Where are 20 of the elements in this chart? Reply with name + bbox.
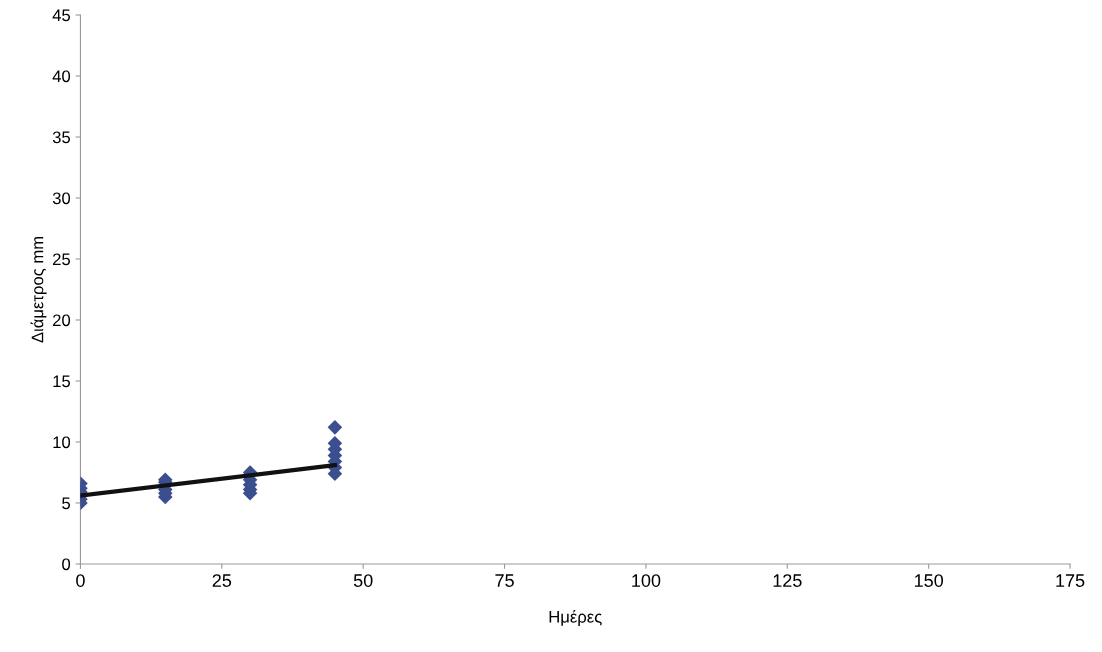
y-tick-label: 25 — [53, 253, 71, 266]
x-tick-label: 0 — [76, 574, 85, 587]
x-tick-label: 150 — [914, 574, 944, 587]
x-axis-title: Ημέρες — [549, 609, 602, 626]
y-tick-label: 5 — [62, 497, 71, 510]
x-tick-label: 100 — [632, 574, 661, 587]
x-tick-label: 50 — [353, 574, 373, 587]
x-tick-label: 75 — [495, 574, 514, 587]
y-tick-label: 15 — [53, 375, 71, 388]
x-tick-label: 175 — [1056, 574, 1085, 587]
y-axis-title: Διάμετρος mm — [30, 236, 47, 343]
y-tick-label: 35 — [52, 131, 71, 144]
y-tick-label: 10 — [53, 436, 71, 449]
x-tick-label: 125 — [773, 574, 802, 587]
y-tick-label: 40 — [52, 70, 71, 83]
y-tick-label: 30 — [52, 192, 71, 205]
y-tick-label: 0 — [62, 558, 71, 571]
y-tick-label: 20 — [53, 314, 71, 327]
y-tick-label: 45 — [52, 9, 71, 22]
x-tick-label: 25 — [212, 574, 232, 587]
